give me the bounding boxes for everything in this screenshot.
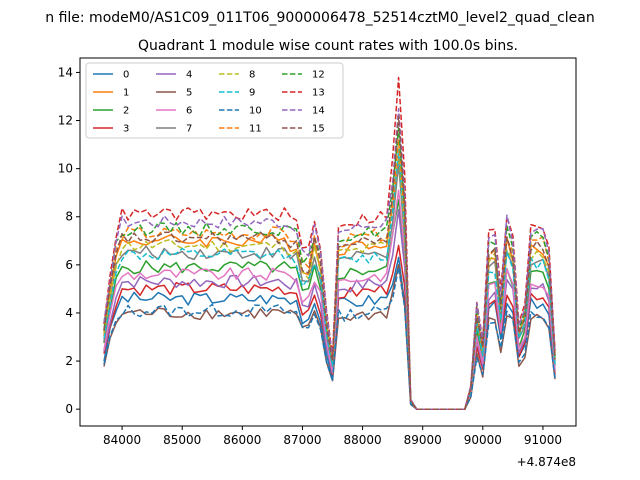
legend-label-14: 14 bbox=[312, 106, 325, 117]
x-axis-offset-label: +4.874e8 bbox=[517, 455, 576, 469]
series-line-15 bbox=[103, 115, 556, 410]
y-tick-label: 14 bbox=[58, 65, 73, 79]
axes-frame bbox=[79, 57, 577, 427]
chart-title: Quadrant 1 module wise count rates with … bbox=[138, 38, 518, 54]
legend-label-2: 2 bbox=[123, 106, 129, 117]
x-tick-label: 89000 bbox=[404, 433, 442, 447]
legend-label-9: 9 bbox=[249, 88, 255, 99]
y-tick-label: 8 bbox=[65, 210, 73, 224]
y-tick-label: 10 bbox=[58, 162, 73, 176]
y-tick-label: 2 bbox=[65, 354, 73, 368]
legend-label-8: 8 bbox=[249, 70, 255, 81]
legend-label-3: 3 bbox=[123, 124, 129, 135]
legend-label-0: 0 bbox=[123, 70, 129, 81]
legend-label-4: 4 bbox=[186, 70, 192, 81]
legend-label-10: 10 bbox=[249, 106, 262, 117]
y-tick-label: 6 bbox=[65, 258, 73, 272]
series-line-14 bbox=[103, 108, 556, 410]
y-tick-label: 12 bbox=[58, 114, 73, 128]
legend-label-12: 12 bbox=[312, 70, 325, 81]
y-tick-label: 0 bbox=[65, 402, 73, 416]
series-layer bbox=[103, 76, 556, 410]
legend-label-11: 11 bbox=[249, 124, 262, 135]
x-tick-label: 88000 bbox=[343, 433, 381, 447]
legend-label-6: 6 bbox=[186, 106, 192, 117]
y-axis: 0 2 4 6 8 10 12 14 bbox=[58, 65, 80, 416]
x-axis: 84000 85000 86000 87000 88000 89000 90000 91000 bbox=[103, 426, 562, 447]
legend-label-7: 7 bbox=[186, 124, 192, 135]
series-line-10 bbox=[103, 266, 556, 410]
series-line-9 bbox=[103, 148, 556, 410]
legend-label-15: 15 bbox=[312, 124, 325, 135]
x-tick-label: 84000 bbox=[103, 433, 141, 447]
x-tick-label: 86000 bbox=[223, 433, 261, 447]
legend-label-1: 1 bbox=[123, 88, 129, 99]
y-tick-label: 4 bbox=[65, 306, 73, 320]
x-tick-label: 90000 bbox=[464, 433, 502, 447]
legend-box bbox=[85, 62, 344, 139]
x-tick-label: 91000 bbox=[524, 433, 562, 447]
legend-label-13: 13 bbox=[312, 88, 325, 99]
x-tick-label: 85000 bbox=[163, 433, 201, 447]
figure-suptitle: n file: modeM0/AS1C09_011T06_9000006478_… bbox=[45, 10, 594, 26]
series-line-6 bbox=[103, 189, 556, 410]
x-tick-label: 87000 bbox=[283, 433, 321, 447]
legend-label-5: 5 bbox=[186, 88, 192, 99]
